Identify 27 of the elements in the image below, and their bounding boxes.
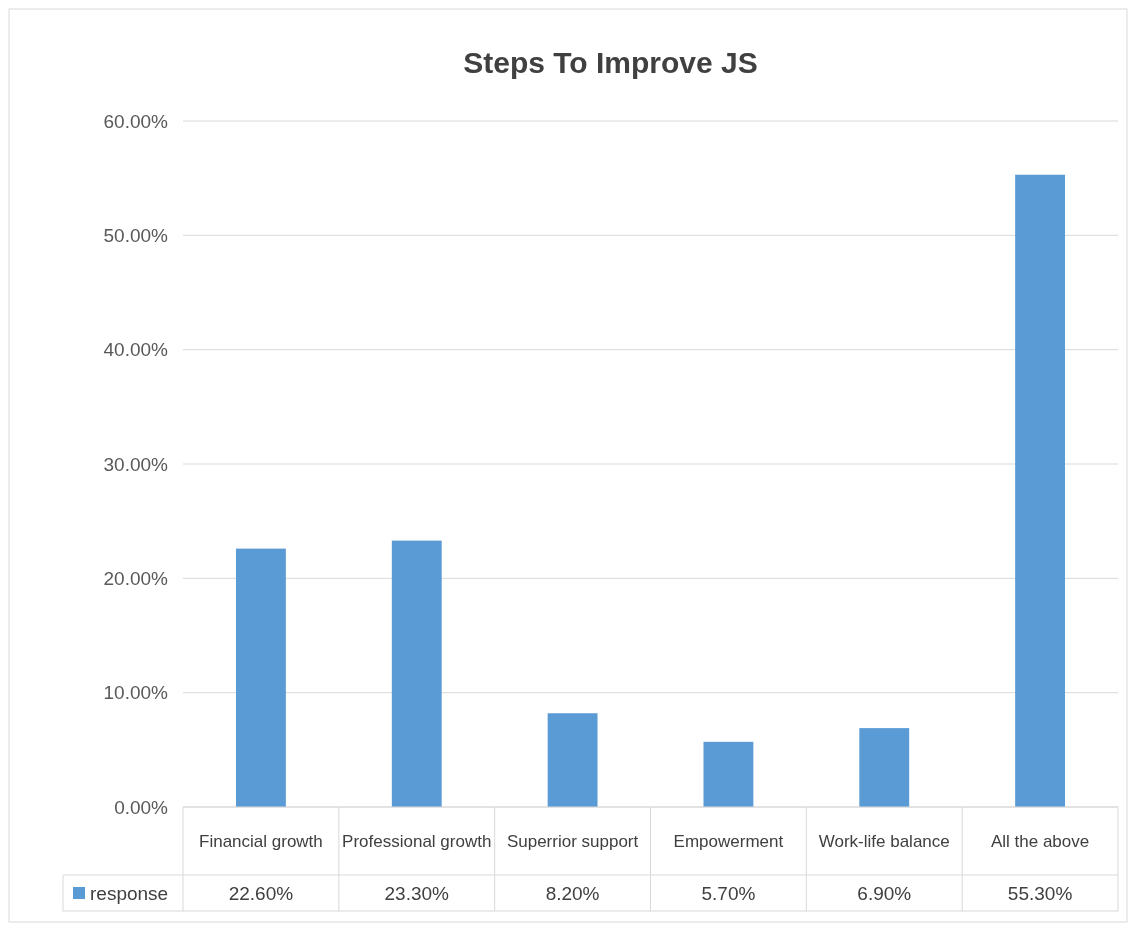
- legend-label: response: [90, 882, 169, 904]
- x-tick-label: All the above: [990, 831, 1090, 851]
- y-tick-label: 10.00%: [103, 682, 169, 704]
- data-label: 8.20%: [545, 882, 600, 904]
- bar: [859, 728, 910, 807]
- bar: [391, 540, 442, 807]
- bar: [1015, 174, 1066, 807]
- y-tick-label: 30.00%: [103, 453, 169, 475]
- y-tick-label: 50.00%: [103, 224, 169, 246]
- bar: [235, 548, 286, 807]
- x-tick-label: Work-life balance: [818, 831, 950, 851]
- y-tick-label: 60.00%: [103, 110, 169, 132]
- x-tick-label: Professional growth: [342, 831, 492, 851]
- data-label: 22.60%: [228, 882, 294, 904]
- chart-title: Steps To Improve JS: [463, 46, 758, 79]
- y-tick-label: 0.00%: [114, 796, 169, 818]
- y-tick-label: 40.00%: [103, 339, 169, 361]
- bar: [703, 741, 754, 807]
- x-tick-label: Empowerment: [673, 831, 784, 851]
- data-label: 5.70%: [701, 882, 756, 904]
- x-tick-label: Superrior support: [506, 831, 639, 851]
- data-label: 23.30%: [384, 882, 450, 904]
- y-tick-label: 20.00%: [103, 567, 169, 589]
- x-tick-label: Financial growth: [199, 831, 323, 851]
- data-label: 55.30%: [1007, 882, 1073, 904]
- bar: [547, 713, 598, 807]
- data-label: 6.90%: [857, 882, 912, 904]
